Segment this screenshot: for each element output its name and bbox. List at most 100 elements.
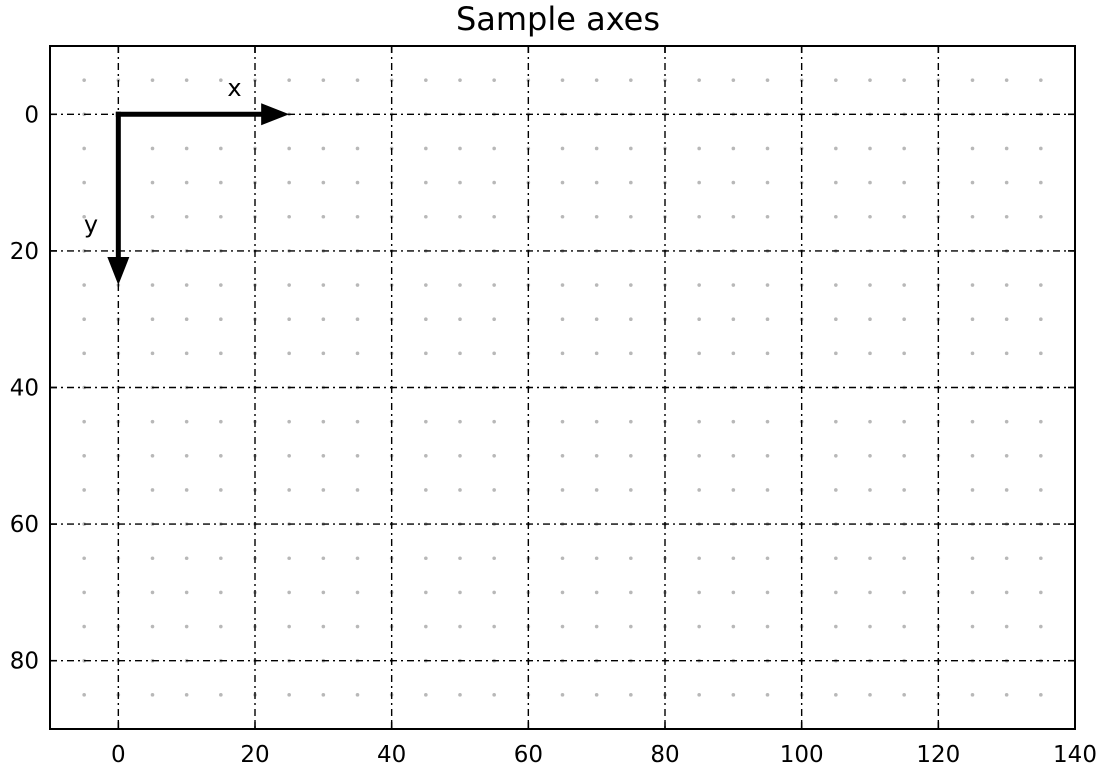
minor-grid-dot <box>629 693 633 697</box>
minor-grid-dot <box>184 556 189 561</box>
minor-grid-dot <box>629 214 633 219</box>
minor-grid-dot <box>594 693 599 697</box>
minor-grid-dot <box>765 454 770 458</box>
minor-grid-dot <box>424 556 428 561</box>
minor-grid-dot <box>697 624 701 629</box>
minor-grid-dot <box>697 590 701 595</box>
minor-grid-dot <box>594 454 599 458</box>
minor-grid-dot <box>424 146 428 151</box>
plot-frame <box>49 45 1076 730</box>
minor-grid-dot <box>697 454 701 458</box>
minor-grid-dot <box>150 488 155 492</box>
minor-grid-dot <box>902 556 906 561</box>
minor-grid-dot <box>355 351 360 356</box>
minor-grid-dot <box>731 78 736 82</box>
minor-grid-dot <box>184 180 189 185</box>
minor-grid-dot <box>731 283 736 287</box>
minor-grid-dot <box>424 351 428 356</box>
minor-grid-dot <box>731 454 736 458</box>
y-tick-label: 80 <box>10 649 39 675</box>
minor-grid-dot <box>82 146 86 151</box>
minor-grid-dot <box>560 693 565 697</box>
minor-grid-dot <box>731 214 736 219</box>
minor-grid-dot <box>355 78 360 82</box>
minor-grid-dot <box>184 488 189 492</box>
minor-grid-dot <box>868 454 872 458</box>
minor-grid-dot <box>219 351 223 356</box>
minor-grid-dot <box>1004 590 1009 595</box>
minor-grid-dot <box>424 624 428 629</box>
minor-grid-dot <box>458 180 462 185</box>
minor-grid-dot <box>868 78 872 82</box>
minor-grid-dot <box>82 556 86 561</box>
minor-grid-dot <box>970 590 975 595</box>
minor-grid-dot <box>458 624 462 629</box>
minor-grid-dot <box>731 317 736 322</box>
minor-grid-dot <box>82 78 86 82</box>
minor-grid-dot <box>697 78 701 82</box>
y-tick-label: 0 <box>24 102 39 128</box>
minor-grid-dot <box>560 180 565 185</box>
minor-grid-dot <box>150 146 155 151</box>
minor-grid-dot <box>321 180 326 185</box>
minor-grid-dot <box>1039 146 1043 151</box>
minor-grid-dot <box>970 454 975 458</box>
minor-grid-dot <box>970 693 975 697</box>
minor-grid-dot <box>1039 624 1043 629</box>
minor-grid-dot <box>970 317 975 322</box>
minor-grid-dot <box>1004 419 1009 424</box>
minor-grid-dot <box>1004 351 1009 356</box>
minor-grid-dot <box>868 214 872 219</box>
minor-grid-dot <box>1004 78 1009 82</box>
minor-grid-dot <box>560 454 565 458</box>
minor-grid-dot <box>560 556 565 561</box>
minor-grid-dot <box>458 693 462 697</box>
minor-grid-dot <box>1004 488 1009 492</box>
minor-grid-dot <box>902 693 906 697</box>
minor-grid-dot <box>594 283 599 287</box>
minor-grid-dot <box>219 419 223 424</box>
minor-grid-dot <box>219 693 223 697</box>
minor-grid-dot <box>970 351 975 356</box>
minor-grid-dot <box>594 78 599 82</box>
minor-grid-dot <box>629 590 633 595</box>
minor-grid-dot <box>219 78 223 82</box>
minor-grid-dot <box>834 351 838 356</box>
minor-grid-dot <box>82 488 86 492</box>
minor-grid-dot <box>287 78 291 82</box>
minor-grid-dot <box>594 180 599 185</box>
minor-grid-dot <box>731 624 736 629</box>
minor-grid-dot <box>1004 624 1009 629</box>
minor-grid-dot <box>321 78 326 82</box>
minor-grid-dot <box>868 693 872 697</box>
minor-grid-dot <box>560 488 565 492</box>
minor-grid-dot <box>629 488 633 492</box>
minor-grid-dot <box>458 488 462 492</box>
minor-grid-dot <box>765 556 770 561</box>
x-tick-label: 20 <box>240 742 269 766</box>
minor-grid-dot <box>1039 419 1043 424</box>
minor-grid-dot <box>1039 590 1043 595</box>
minor-grid-dot <box>765 419 770 424</box>
minor-grid-dot <box>629 454 633 458</box>
minor-grid-dot <box>424 488 428 492</box>
minor-grid-dot <box>355 146 360 151</box>
y-axis-tick-labels: 0 20 40 60 80 <box>10 102 39 674</box>
minor-grid-dot <box>765 693 770 697</box>
minor-grid-dot <box>834 488 838 492</box>
minor-grid-dot <box>219 590 223 595</box>
minor-grid-dot <box>970 556 975 561</box>
minor-grid-dot <box>150 624 155 629</box>
minor-grid-dot <box>458 214 462 219</box>
minor-grid-dot <box>834 590 838 595</box>
minor-grid-dot <box>287 454 291 458</box>
minor-grid-dot <box>82 351 86 356</box>
minor-grid-dot <box>765 180 770 185</box>
minor-grid-dot <box>321 488 326 492</box>
minor-grid-dot <box>970 419 975 424</box>
minor-grid-dot <box>287 488 291 492</box>
minor-grid-dot <box>184 624 189 629</box>
minor-grid-dot <box>219 214 223 219</box>
minor-grid-dot <box>287 283 291 287</box>
minor-grid-dot <box>492 556 496 561</box>
